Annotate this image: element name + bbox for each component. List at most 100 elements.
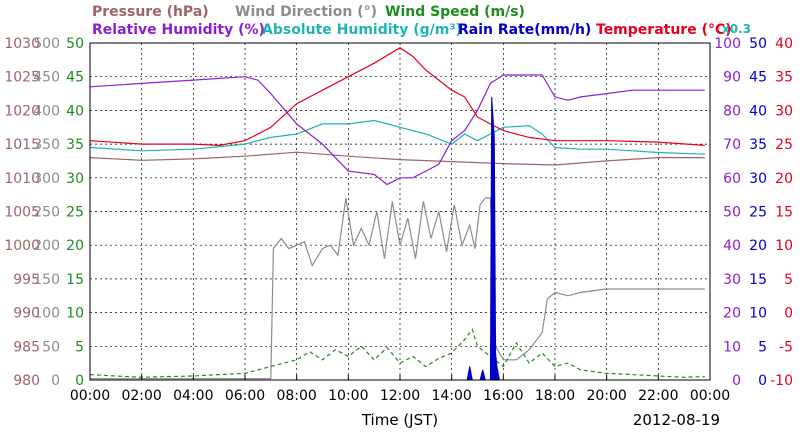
y-tick-pressure: 1015 — [4, 137, 40, 153]
y-tick-rain-rate: 15 — [749, 272, 767, 288]
y-tick-wind-speed: 40 — [66, 103, 84, 119]
y-tick-humidity: 90 — [723, 70, 741, 86]
y-tick-wind-speed: 5 — [75, 339, 84, 355]
series-layer — [89, 46, 705, 381]
y-tick-wind-speed: 20 — [66, 238, 84, 254]
x-tick-label: 06:00 — [225, 388, 265, 404]
y-tick-pressure: 1010 — [4, 171, 40, 187]
legend-entry: Wind Direction (°) — [235, 4, 377, 20]
y-tick-temperature: 40 — [775, 36, 793, 52]
y-tick-temperature: 30 — [775, 103, 793, 119]
legend-entry: Relative Humidity (%) — [92, 22, 265, 38]
legend-entry: Absolute Humidity (g/m³) — [262, 22, 462, 38]
y-tick-wind-direction: 150 — [33, 272, 60, 288]
y-tick-pressure: 1005 — [4, 205, 40, 221]
y-tick-wind-direction: 350 — [33, 137, 60, 153]
y-tick-temperature: -10 — [770, 373, 793, 389]
axes: 1030102510201015101010051000995990985980… — [4, 36, 793, 404]
y-tick-humidity: 20 — [723, 306, 741, 322]
y-tick-wind-direction: 200 — [33, 238, 60, 254]
y-tick-wind-speed: 35 — [66, 137, 84, 153]
y-tick-temperature: 10 — [775, 238, 793, 254]
x-tick-label: 08:00 — [276, 388, 316, 404]
y-tick-humidity: 70 — [723, 137, 741, 153]
x-tick-label: 10:00 — [328, 388, 368, 404]
series-absolute-humidity — [89, 119, 705, 155]
legend: Pressure (hPa) Wind Direction (°) Wind Spe… — [92, 4, 751, 38]
legend-entry: Wind Speed (m/s) — [385, 4, 525, 20]
y-tick-wind-direction: 250 — [33, 205, 60, 221]
y-tick-wind-direction: 0 — [51, 373, 60, 389]
x-tick-label: 20:00 — [586, 388, 626, 404]
series-relative-humidity — [89, 74, 705, 186]
y-tick-rain-rate: 35 — [749, 137, 767, 153]
y-tick-rain-rate: 0 — [758, 373, 767, 389]
y-tick-temperature: 25 — [775, 137, 793, 153]
x-axis-label: Time (JST) — [361, 411, 438, 429]
y-tick-pressure: 980 — [13, 373, 40, 389]
legend-entry: Pressure (hPa) — [92, 4, 209, 20]
series-rain-rate — [90, 96, 705, 381]
y-tick-humidity: 30 — [723, 272, 741, 288]
series-pressure — [89, 151, 705, 166]
x-tick-label: 16:00 — [483, 388, 523, 404]
y-tick-pressure: 1030 — [4, 36, 40, 52]
y-tick-temperature: 0 — [784, 306, 793, 322]
y-tick-pressure: 1000 — [4, 238, 40, 254]
grid — [90, 43, 710, 380]
y-tick-wind-speed: 50 — [66, 36, 84, 52]
y-tick-temperature: 35 — [775, 70, 793, 86]
y-tick-wind-direction: 300 — [33, 171, 60, 187]
y-tick-wind-speed: 30 — [66, 171, 84, 187]
y-tick-humidity: 40 — [723, 238, 741, 254]
y-tick-temperature: 5 — [784, 272, 793, 288]
y-tick-pressure: 1020 — [4, 103, 40, 119]
x-tick-label: 12:00 — [380, 388, 420, 404]
y-tick-wind-speed: 0 — [75, 373, 84, 389]
y-tick-wind-direction: 100 — [33, 306, 60, 322]
x-tick-label: 04:00 — [173, 388, 213, 404]
x-tick-label: 02:00 — [121, 388, 161, 404]
legend-entry: Temperature (°C) — [596, 22, 732, 38]
y-tick-temperature: 20 — [775, 171, 793, 187]
y-tick-humidity: 10 — [723, 339, 741, 355]
y-tick-rain-rate: 50 — [749, 36, 767, 52]
y-tick-pressure: 995 — [13, 272, 40, 288]
y-tick-humidity: 60 — [723, 171, 741, 187]
y-tick-wind-speed: 45 — [66, 70, 84, 86]
y-tick-rain-rate: 5 — [758, 339, 767, 355]
y-tick-wind-direction: 400 — [33, 103, 60, 119]
y-tick-wind-direction: 50 — [42, 339, 60, 355]
y-tick-temperature: -5 — [779, 339, 793, 355]
y-tick-humidity: 100 — [714, 36, 741, 52]
x-tick-label: 18:00 — [535, 388, 575, 404]
y-tick-wind-speed: 10 — [66, 306, 84, 322]
series-temperature — [89, 46, 705, 147]
x-tick-label: 00:00 — [70, 388, 110, 404]
y-tick-wind-speed: 25 — [66, 205, 84, 221]
series-wind-direction — [90, 197, 705, 380]
x-tick-label: 14:00 — [431, 388, 471, 404]
y-tick-pressure: 985 — [13, 339, 40, 355]
date-label: 2012-08-19 — [633, 411, 720, 429]
y-tick-humidity: 80 — [723, 103, 741, 119]
y-tick-rain-rate: 10 — [749, 306, 767, 322]
y-tick-pressure: 1025 — [4, 70, 40, 86]
y-tick-temperature: 15 — [775, 205, 793, 221]
y-tick-wind-speed: 15 — [66, 272, 84, 288]
series-wind-speed — [89, 328, 705, 378]
y-tick-rain-rate: 25 — [749, 205, 767, 221]
y-tick-rain-rate: 40 — [749, 103, 767, 119]
x-tick-label: 22:00 — [638, 388, 678, 404]
y-tick-wind-direction: 500 — [33, 36, 60, 52]
y-tick-wind-direction: 450 — [33, 70, 60, 86]
rain-scale-label: x0.3 — [722, 22, 751, 36]
y-tick-rain-rate: 20 — [749, 238, 767, 254]
y-tick-humidity: 50 — [723, 205, 741, 221]
y-tick-rain-rate: 30 — [749, 171, 767, 187]
x-tick-label: 00:00 — [690, 388, 730, 404]
legend-entry: Rain Rate(mm/h) — [458, 22, 591, 38]
y-tick-pressure: 990 — [13, 306, 40, 322]
y-tick-humidity: 0 — [732, 373, 741, 389]
